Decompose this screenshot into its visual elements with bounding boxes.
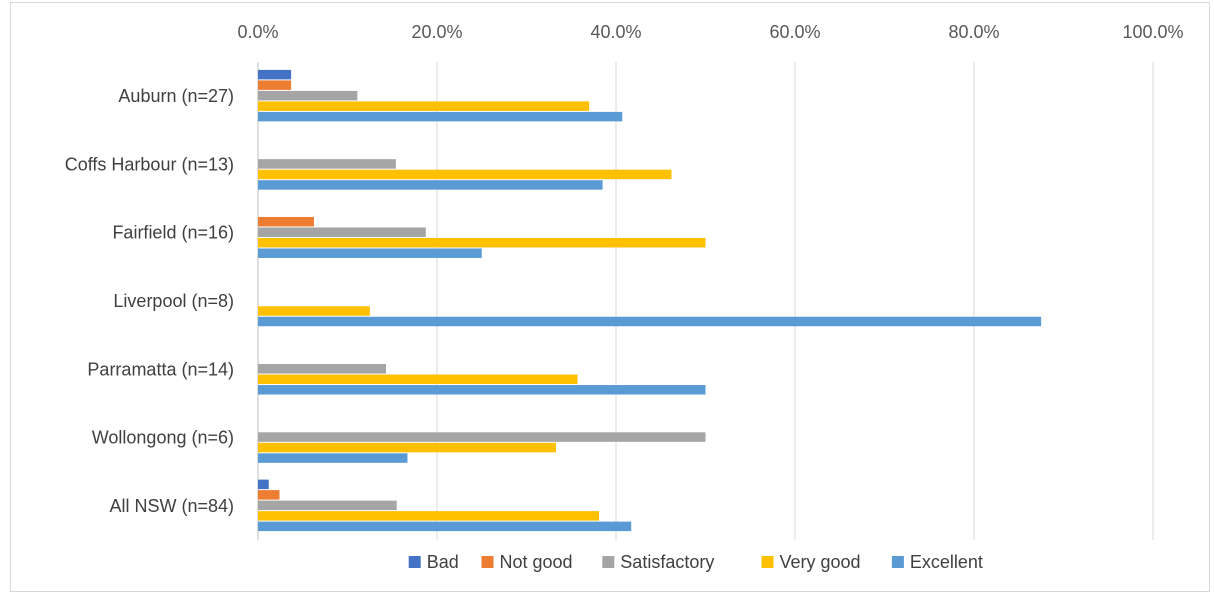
legend-swatch [891,556,904,568]
legend-label: Excellent [910,552,983,572]
category-label: Auburn (n=27) [118,86,234,106]
bar-satisfactory [258,500,397,511]
category-label: All NSW (n=84) [109,496,234,516]
legend-label: Bad [427,552,459,572]
bar-excellent [258,180,603,190]
x-tick-label: 20.0% [411,22,462,42]
bar-very-good [258,101,590,111]
gridlines [257,62,1154,540]
category-label: Liverpool (n=8) [113,291,234,311]
x-tick-label: 40.0% [590,22,641,42]
bars [258,69,1042,532]
category-labels: Auburn (n=27) Coffs Harbour (n=13) Fairfie… [65,86,234,516]
bar-excellent [258,316,1042,327]
legend-label: Satisfactory [620,552,714,572]
bar-excellent [258,111,623,122]
category-label: Coffs Harbour (n=13) [65,154,234,174]
x-tick-label: 0.0% [237,22,278,42]
x-tick-label: 60.0% [769,22,820,42]
legend: Bad Not good Satisfactory Very good Excellen… [408,552,983,572]
legend-swatch [408,556,421,568]
bar-satisfactory [258,227,426,237]
bar-not-good [258,216,314,227]
legend-label: Not good [500,552,573,572]
bar-excellent [258,248,482,258]
bar-satisfactory [258,90,358,101]
bar-excellent [258,521,632,532]
chart-frame [10,2,1210,592]
bar-bad [258,479,269,490]
bar-very-good [258,374,578,385]
category-label: Parramatta (n=14) [87,359,234,379]
bar-very-good [258,237,706,248]
bar-excellent [258,385,706,395]
bar-not-good [258,80,292,90]
bar-excellent [258,453,408,463]
bar-bad [258,69,292,80]
bar-very-good [258,169,672,180]
bar-satisfactory [258,159,396,169]
legend-swatch [602,556,615,568]
bar-satisfactory [258,364,386,374]
x-tick-label: 80.0% [948,22,999,42]
x-axis-ticks: 0.0% 20.0% 40.0% 60.0% 80.0% 100.0% [237,22,1183,42]
category-label: Fairfield (n=16) [112,223,234,243]
bar-very-good [258,442,557,453]
legend-label: Very good [780,552,861,572]
bar-not-good [258,490,280,500]
legend-swatch [481,556,494,568]
bar-satisfactory [258,432,706,442]
legend-swatch [761,556,774,568]
x-tick-label: 100.0% [1122,22,1183,42]
category-label: Wollongong (n=6) [92,428,234,448]
bar-very-good [258,306,370,316]
bar-very-good [258,511,599,521]
